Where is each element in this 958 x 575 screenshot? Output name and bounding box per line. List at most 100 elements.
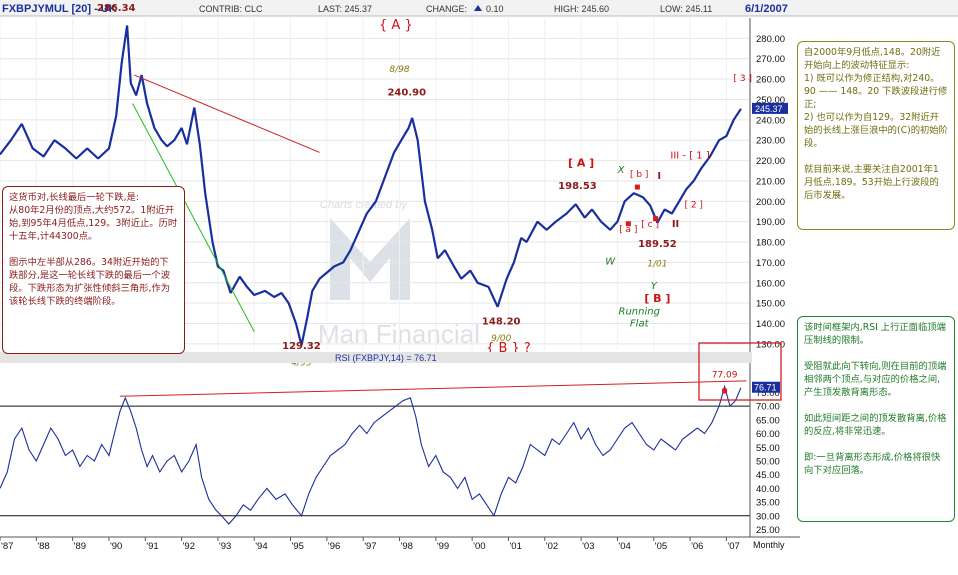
label-8-98: 8/98 <box>389 65 409 75</box>
rsi-tick-label: 65.00 <box>756 415 780 426</box>
x-tick-label: '92 <box>183 541 195 552</box>
rsi-tick-label: 40.00 <box>756 484 780 495</box>
marker-wave-b <box>634 184 640 190</box>
label-Y: Y <box>651 281 658 292</box>
x-tick-label: '05 <box>655 541 667 552</box>
header-date: 6/1/2007 <box>745 3 788 15</box>
period-label: Monthly <box>753 540 785 550</box>
x-tick-label: '99 <box>437 541 449 552</box>
label-sub-3: [ 3 ] <box>733 74 751 84</box>
watermark-charts-by: Charts created by <box>320 199 408 211</box>
price-tick-label: 130.00 <box>756 339 785 350</box>
x-tick-label: '96 <box>328 541 340 552</box>
change-label: CHANGE: <box>426 4 467 14</box>
lower-green-line <box>132 103 255 332</box>
label-198-53: 198.53 <box>558 181 597 192</box>
label-286-34: 286.34 <box>97 3 136 14</box>
rsi-series-line <box>0 384 742 525</box>
price-tick-label: 200.00 <box>756 197 785 208</box>
change-value: 0.10 <box>486 4 504 14</box>
label-X: X <box>617 165 626 176</box>
price-tick-label: 210.00 <box>756 176 785 187</box>
label-wave-II: II <box>672 219 679 230</box>
change-up-icon <box>474 5 482 11</box>
x-tick-label: '90 <box>110 541 122 552</box>
rsi-label-strip <box>0 352 752 363</box>
label-129-32: 129.32 <box>282 341 321 352</box>
price-tick-label: 260.00 <box>756 75 785 86</box>
note-right-rsi-divergence: 该时间框架内,RSI 上行正面临顶端压制线的限制。 受阻就此向下转向,则在目前的… <box>797 316 955 522</box>
x-tick-label: '95 <box>292 541 304 552</box>
label-running-flat: Running Flat <box>619 306 660 329</box>
label-9-00: 9/00 <box>491 334 511 344</box>
label-wave-A-sub: [ A ] <box>568 157 594 170</box>
rsi-tick-label: 45.00 <box>756 470 780 481</box>
rsi-tick-label: 25.00 <box>756 525 780 536</box>
marker-wave-a <box>625 221 631 227</box>
price-tick-label: 140.00 <box>756 319 785 330</box>
label-sub-b: [ b ] <box>630 170 648 180</box>
price-last-tag: 245.37 <box>752 102 788 114</box>
price-tick-label: 270.00 <box>756 54 785 65</box>
rsi-last-tag: 76.71 <box>752 381 780 393</box>
high-text: HIGH: 245.60 <box>554 4 609 14</box>
price-tick-label: 250.00 <box>756 95 785 106</box>
price-tick-label: 170.00 <box>756 258 785 269</box>
x-tick-label: '00 <box>473 541 485 552</box>
price-tick-label: 230.00 <box>756 136 785 147</box>
price-tick-label: 190.00 <box>756 217 785 228</box>
last-text: LAST: 245.37 <box>318 4 372 14</box>
price-tick-label: 220.00 <box>756 156 785 167</box>
label-W: W <box>605 256 616 267</box>
label-sub-c: [ c ] <box>641 220 659 230</box>
x-tick-label: '87 <box>1 541 13 552</box>
x-tick-label: '07 <box>727 541 739 552</box>
label-148-20: 148.20 <box>482 317 521 328</box>
rsi-tick-label: 30.00 <box>756 511 780 522</box>
x-tick-label: '89 <box>74 541 86 552</box>
rsi-tick-label: 35.00 <box>756 498 780 509</box>
x-tick-label: '06 <box>691 541 703 552</box>
label-240-90: 240.90 <box>387 87 426 98</box>
price-tick-label: 150.00 <box>756 299 785 310</box>
label-wave-A-main: { A } <box>379 18 413 33</box>
x-tick-label: '04 <box>618 541 630 552</box>
rsi-last-value: 76.71 <box>754 383 777 393</box>
label-wave-III: III - [ 1 ] <box>670 151 709 162</box>
symbol-title: FXBPJYMUL [20] - UK <box>2 3 117 15</box>
x-tick-label: '94 <box>255 541 267 552</box>
price-tick-label: 180.00 <box>756 238 785 249</box>
x-tick-label: '03 <box>582 541 594 552</box>
rsi-highlight-box <box>698 342 782 401</box>
label-sub-2: [ 2 ] <box>684 200 702 210</box>
rsi-panel: 25.00 30.00 35.00 40.00 45.00 50.00 55.00 60.00… <box>0 363 780 537</box>
price-tick-label: 280.00 <box>756 34 785 45</box>
low-text: LOW: 245.11 <box>660 4 712 14</box>
note-left-downtrend: 这货币对,长线最后一轮下跌,是: 从80年2月份的顶点,大约572。1附近开始,… <box>2 186 185 354</box>
marker-rsi-peak <box>722 388 728 394</box>
label-1-01: 1/01 <box>647 259 667 269</box>
rsi-tick-label: 60.00 <box>756 429 780 440</box>
price-tick-label: 240.00 <box>756 115 785 126</box>
rsi-label: RSI (FXBPJY,14) = 76.71 <box>335 353 437 363</box>
x-tick-label: '98 <box>401 541 413 552</box>
contrib-text: CONTRIB: CLC <box>199 4 263 14</box>
note-right-wave-structure: 自2000年9月低点,148。20附近开始向上的波动特征显示: 1) 既可以作为… <box>797 41 955 230</box>
header-bar: FXBPJYMUL [20] - UK CONTRIB: CLC LAST: 2… <box>0 0 958 17</box>
label-189-52: 189.52 <box>638 239 677 250</box>
rsi-tick-label: 50.00 <box>756 456 780 467</box>
rsi-resistance-line <box>119 380 747 397</box>
label-4-95: 4/95 <box>291 358 311 368</box>
price-tick-label: 160.00 <box>756 278 785 289</box>
watermark-logo-icon <box>330 218 410 300</box>
label-wave-B-sub: [ B ] <box>644 292 670 305</box>
x-tick-label: '93 <box>219 541 231 552</box>
marker-wave-c <box>653 216 659 222</box>
price-panel: 130.00 140.00 150.00 160.00 170.00 180.00 190.… <box>0 18 785 352</box>
x-tick-label: '01 <box>509 541 521 552</box>
rsi-tick-label: 70.00 <box>756 402 780 413</box>
rsi-tick-label: 75.00 <box>756 388 780 399</box>
price-last-value: 245.37 <box>755 104 783 114</box>
x-tick-label: '97 <box>364 541 376 552</box>
